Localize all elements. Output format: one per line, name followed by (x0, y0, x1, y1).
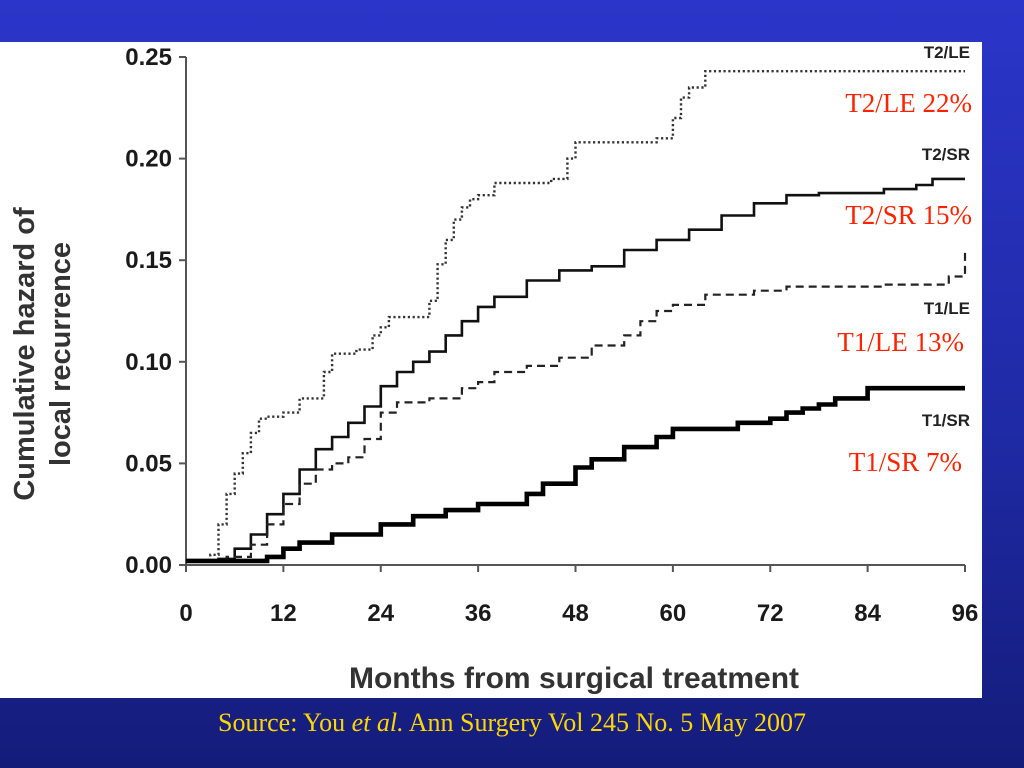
annotation-t2-le: T2/LE 22% (845, 88, 972, 118)
series-tag-t1-sr: T1/SR (922, 411, 970, 430)
source-prefix: Source: You (218, 708, 352, 737)
x-tick-label: 24 (367, 600, 394, 627)
hazard-chart: Cumulative hazard of local recurrence 0.… (9, 43, 978, 695)
series-line-t1-sr (186, 385, 965, 564)
percent-annotations: T2/LE 22% T2/SR 15% T1/LE 13% T1/SR 7% (837, 88, 972, 477)
axes: 0.00 0.05 0.10 0.15 0.20 0.25 0 12 24 36 48 60 72 84 9… (125, 44, 978, 627)
x-tick-label: 12 (270, 600, 297, 627)
y-axis-title: Cumulative hazard of local recurrence (9, 207, 77, 501)
x-tick-label: 36 (465, 600, 492, 627)
x-tick-label: 72 (757, 600, 784, 627)
y-tick-label: 0.20 (125, 146, 172, 173)
y-tick-label: 0.10 (125, 349, 172, 376)
x-tick-label: 0 (179, 600, 192, 627)
figure-panel: Cumulative hazard of local recurrence 0.… (0, 42, 982, 698)
y-tick-label: 0.25 (125, 44, 172, 71)
annotation-t1-le: T1/LE 13% (837, 327, 964, 357)
x-axis-title: Months from surgical treatment (349, 662, 799, 695)
source-suffix: Ann Surgery Vol 245 No. 5 May 2007 (403, 708, 806, 737)
x-tick-label: 96 (952, 600, 979, 627)
series-line-t2-sr (186, 177, 965, 563)
x-tick-label: 84 (854, 600, 881, 627)
y-axis-title-line-1: Cumulative hazard of (9, 207, 41, 501)
annotation-t1-sr: T1/SR 7% (849, 447, 962, 477)
series-tag-t2-sr: T2/SR (922, 145, 970, 164)
series-tag-t2-le: T2/LE (924, 43, 970, 62)
y-tick-label: 0.15 (125, 247, 172, 274)
y-axis-title-line-2: local recurrence (45, 242, 77, 466)
y-tick-label: 0.05 (125, 450, 172, 477)
y-tick-label: 0.00 (125, 552, 172, 579)
annotation-t2-sr: T2/SR 15% (845, 200, 972, 230)
series-tags: T2/LE T2/SR T1/LE T1/SR (922, 43, 970, 430)
source-italic: et al. (351, 708, 404, 737)
source-citation: Source: You et al. Ann Surgery Vol 245 N… (0, 708, 1024, 738)
x-tick-label: 48 (562, 600, 589, 627)
series-tag-t1-le: T1/LE (924, 299, 970, 318)
series-lines (186, 70, 967, 564)
series-line-t2-le (186, 70, 965, 563)
x-tick-label: 60 (660, 600, 687, 627)
series-line-t1-le (186, 250, 967, 562)
